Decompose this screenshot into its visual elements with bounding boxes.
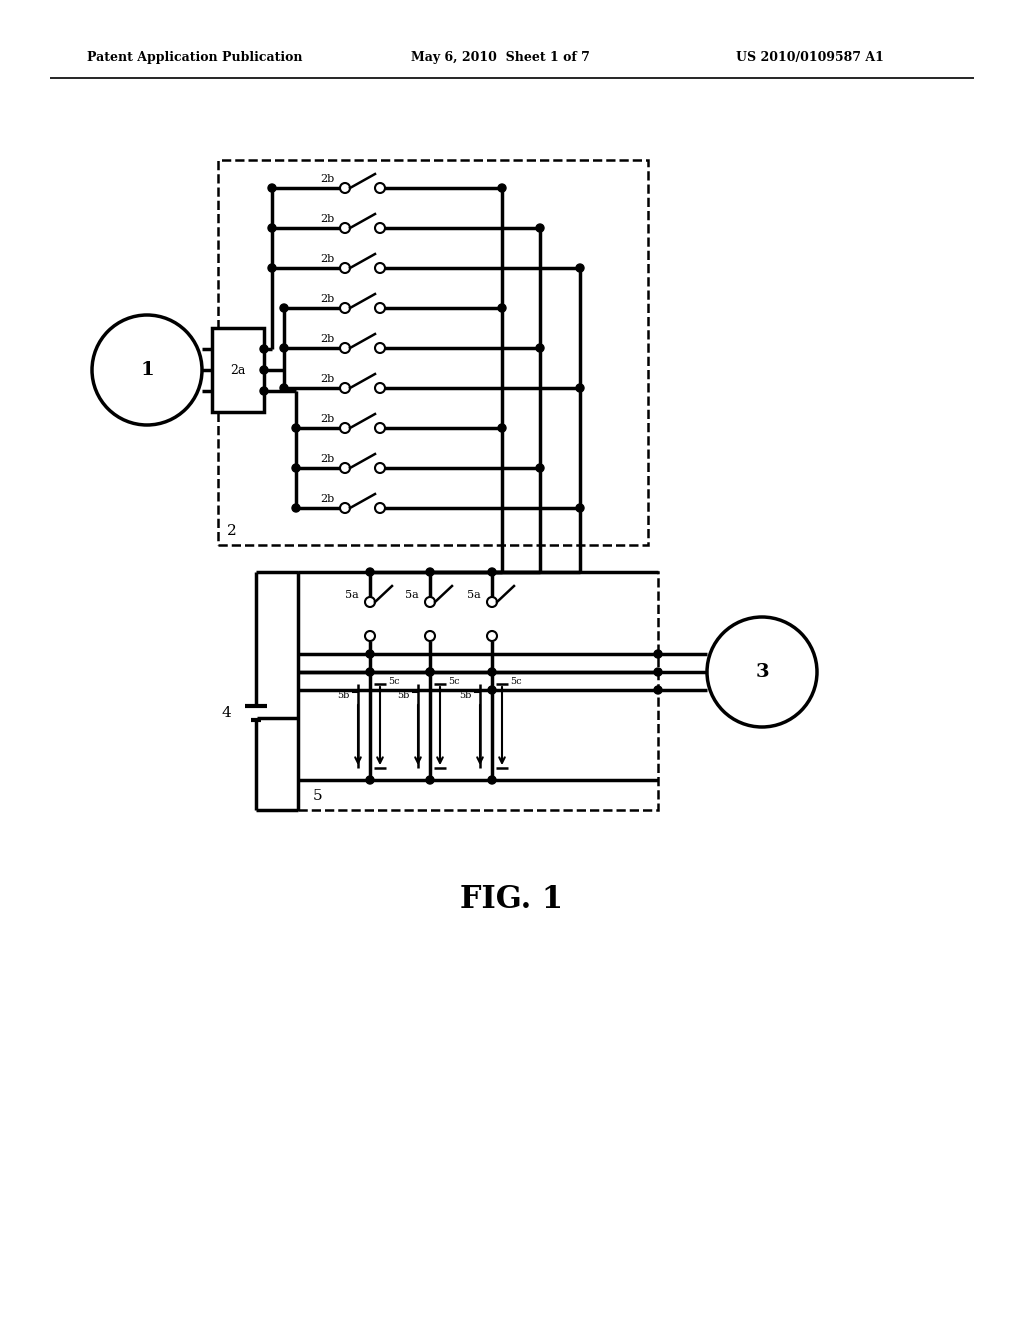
Circle shape: [425, 631, 435, 642]
Circle shape: [375, 463, 385, 473]
Circle shape: [375, 223, 385, 234]
Text: FIG. 1: FIG. 1: [461, 884, 563, 916]
Circle shape: [575, 264, 584, 272]
Circle shape: [340, 223, 350, 234]
Circle shape: [340, 343, 350, 352]
Text: 5c: 5c: [388, 677, 399, 686]
Circle shape: [575, 384, 584, 392]
Circle shape: [487, 597, 497, 607]
Circle shape: [340, 383, 350, 393]
Circle shape: [375, 422, 385, 433]
Text: 5a: 5a: [345, 590, 358, 601]
Circle shape: [426, 668, 434, 676]
Text: 2b: 2b: [319, 454, 334, 465]
Circle shape: [375, 503, 385, 513]
Circle shape: [292, 465, 300, 473]
Circle shape: [268, 224, 276, 232]
Text: 2: 2: [227, 524, 237, 539]
Text: 5b: 5b: [397, 692, 410, 701]
Circle shape: [340, 463, 350, 473]
Circle shape: [488, 668, 496, 676]
Text: 5a: 5a: [406, 590, 419, 601]
Circle shape: [340, 422, 350, 433]
Text: 2b: 2b: [319, 374, 334, 384]
Text: 2b: 2b: [319, 174, 334, 183]
Circle shape: [426, 568, 434, 576]
Text: 5c: 5c: [510, 677, 521, 686]
Text: May 6, 2010  Sheet 1 of 7: May 6, 2010 Sheet 1 of 7: [411, 51, 590, 65]
Circle shape: [426, 668, 434, 676]
Circle shape: [366, 668, 374, 676]
Circle shape: [92, 315, 202, 425]
Circle shape: [280, 304, 288, 312]
Circle shape: [292, 424, 300, 432]
Circle shape: [292, 504, 300, 512]
Text: 2b: 2b: [319, 334, 334, 345]
Circle shape: [260, 366, 268, 374]
Circle shape: [536, 345, 544, 352]
Text: Patent Application Publication: Patent Application Publication: [87, 51, 303, 65]
Circle shape: [340, 183, 350, 193]
Bar: [298, 572, 658, 810]
Circle shape: [365, 631, 375, 642]
Circle shape: [280, 384, 288, 392]
Circle shape: [536, 465, 544, 473]
Text: 2a: 2a: [230, 363, 246, 376]
Text: 4: 4: [221, 706, 231, 719]
Circle shape: [375, 304, 385, 313]
Circle shape: [498, 304, 506, 312]
Circle shape: [487, 631, 497, 642]
Circle shape: [340, 304, 350, 313]
Text: 2b: 2b: [319, 253, 334, 264]
Bar: [218, 160, 648, 545]
Circle shape: [488, 776, 496, 784]
Circle shape: [654, 686, 662, 694]
Circle shape: [366, 649, 374, 657]
Text: 2b: 2b: [319, 294, 334, 304]
Circle shape: [340, 263, 350, 273]
Circle shape: [498, 183, 506, 191]
Bar: [212, 327, 264, 412]
Circle shape: [260, 387, 268, 395]
Text: 5a: 5a: [467, 590, 481, 601]
Text: 2b: 2b: [319, 414, 334, 424]
Text: 5: 5: [313, 789, 323, 803]
Circle shape: [375, 183, 385, 193]
Text: 1: 1: [140, 360, 154, 379]
Circle shape: [366, 776, 374, 784]
Circle shape: [654, 668, 662, 676]
Circle shape: [365, 597, 375, 607]
Text: 5b: 5b: [460, 692, 472, 701]
Circle shape: [498, 424, 506, 432]
Circle shape: [575, 504, 584, 512]
Circle shape: [260, 345, 268, 352]
Circle shape: [268, 264, 276, 272]
Text: 2b: 2b: [319, 214, 334, 224]
Circle shape: [707, 616, 817, 727]
Text: US 2010/0109587 A1: US 2010/0109587 A1: [736, 51, 884, 65]
Circle shape: [488, 568, 496, 576]
Circle shape: [488, 686, 496, 694]
Text: 3: 3: [755, 663, 769, 681]
Circle shape: [366, 568, 374, 576]
Circle shape: [536, 224, 544, 232]
Text: 5b: 5b: [338, 692, 350, 701]
Circle shape: [280, 345, 288, 352]
Circle shape: [426, 776, 434, 784]
Circle shape: [425, 597, 435, 607]
Circle shape: [375, 383, 385, 393]
Text: 5c: 5c: [449, 677, 460, 686]
Circle shape: [375, 343, 385, 352]
Circle shape: [340, 503, 350, 513]
Circle shape: [654, 649, 662, 657]
Circle shape: [268, 183, 276, 191]
Text: 2b: 2b: [319, 494, 334, 504]
Circle shape: [375, 263, 385, 273]
